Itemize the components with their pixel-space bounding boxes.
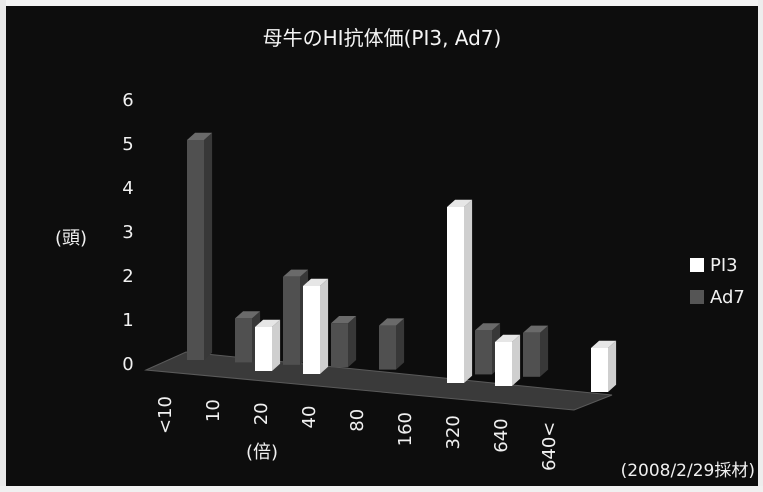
bar-ad7	[475, 330, 492, 375]
bar-ad7-top	[187, 132, 213, 140]
legend: PI3 Ad7	[690, 255, 745, 308]
x-tick-label: 640	[491, 418, 512, 452]
legend-label-ad7: Ad7	[710, 287, 745, 308]
y-tick-label: 1	[122, 310, 133, 331]
bar-pi3-side	[464, 199, 473, 383]
sampling-date-note: (2008/2/29採材)	[621, 461, 755, 481]
y-axis-label: (頭)	[55, 228, 87, 249]
y-tick-label: 6	[122, 90, 133, 111]
bar-ad7-top	[235, 311, 261, 319]
scan-edge-left	[0, 0, 6, 492]
bar-pi3	[591, 348, 608, 392]
bar-ad7	[379, 325, 396, 370]
x-tick-label: 20	[251, 402, 272, 425]
scan-edge-bottom	[0, 486, 763, 492]
bar-ad7-top	[331, 316, 357, 324]
bar-pi3-top	[591, 340, 617, 348]
y-tick-label: 4	[122, 178, 133, 199]
x-tick-label: 320	[443, 415, 464, 449]
bar-ad7-top	[475, 323, 501, 331]
legend-swatch-ad7	[690, 290, 704, 304]
bar-ad7-side	[540, 325, 549, 377]
bar-ad7-top	[283, 269, 309, 277]
scan-edge-right	[758, 0, 763, 492]
bar-ad7	[283, 276, 300, 365]
bar-pi3-top	[495, 334, 521, 342]
bar-pi3-top	[447, 199, 473, 207]
x-tick-label: 40	[299, 406, 320, 429]
legend-label-pi3: PI3	[710, 255, 738, 276]
bar-pi3	[447, 207, 464, 383]
bar-ad7	[331, 323, 348, 368]
scan-edge-top	[0, 0, 763, 6]
bar-ad7-side	[396, 318, 405, 370]
bar-ad7	[523, 332, 540, 377]
bar-pi3	[303, 286, 320, 374]
bar-pi3-top	[255, 319, 281, 327]
bar-ad7	[187, 140, 204, 360]
bar-pi3-side	[512, 334, 521, 386]
x-tick-label: 10	[203, 399, 224, 422]
bar-ad7	[235, 318, 252, 363]
bar-pi3-top	[303, 278, 329, 286]
bar-ad7-top	[379, 318, 405, 326]
bar-pi3	[255, 327, 272, 371]
plot-area: 0 1 2 3 4 5 6 <10 10 20 40 80 160 320 640 640<	[122, 90, 617, 471]
bar-pi3-side	[608, 340, 617, 392]
x-tick-label: 160	[395, 412, 416, 446]
x-tick-label: 640<	[539, 422, 560, 471]
legend-swatch-pi3	[690, 258, 704, 272]
chart-title: 母牛のHI抗体価(PI3, Ad7)	[263, 26, 502, 50]
y-tick-label: 0	[122, 354, 133, 375]
x-tick-label: <10	[155, 396, 176, 434]
bar-pi3-side	[272, 319, 281, 371]
bar-ad7-side	[204, 132, 213, 360]
bar-ad7-top	[523, 325, 549, 333]
bar-pi3	[495, 342, 512, 386]
y-tick-label: 2	[122, 266, 133, 287]
bar-pi3-side	[320, 278, 329, 374]
x-tick-label: 80	[347, 409, 368, 432]
bar-ad7-side	[348, 316, 357, 368]
y-tick-label: 3	[122, 222, 133, 243]
x-axis-label: (倍)	[246, 442, 278, 463]
y-tick-label: 5	[122, 134, 133, 155]
